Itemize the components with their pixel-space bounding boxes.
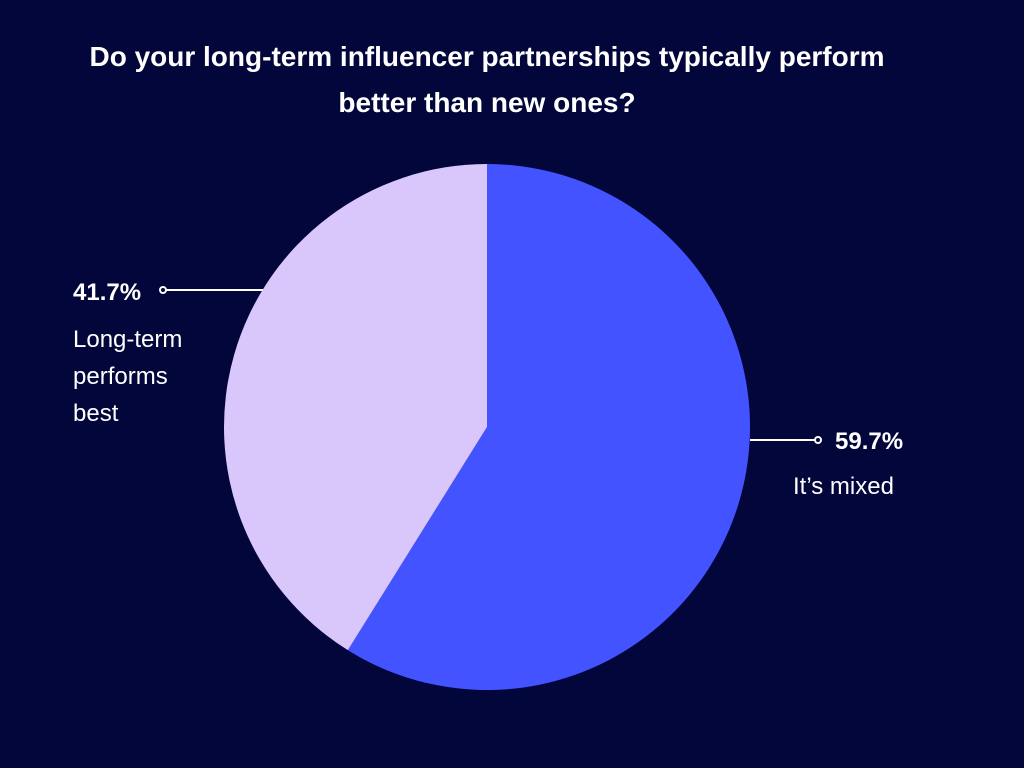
pie-slice — [347, 164, 750, 690]
pie-slice — [224, 164, 488, 651]
slice-label: It’s mixed — [793, 473, 894, 500]
slice-label: Long-term performs best — [73, 326, 183, 427]
leader-dot — [159, 286, 167, 294]
chart-title: Do your long-term influencer partnership… — [89, 41, 885, 118]
leader-dot — [814, 436, 822, 444]
value-label: 41.7% — [73, 279, 142, 306]
value-label: 59.7% — [835, 428, 904, 455]
